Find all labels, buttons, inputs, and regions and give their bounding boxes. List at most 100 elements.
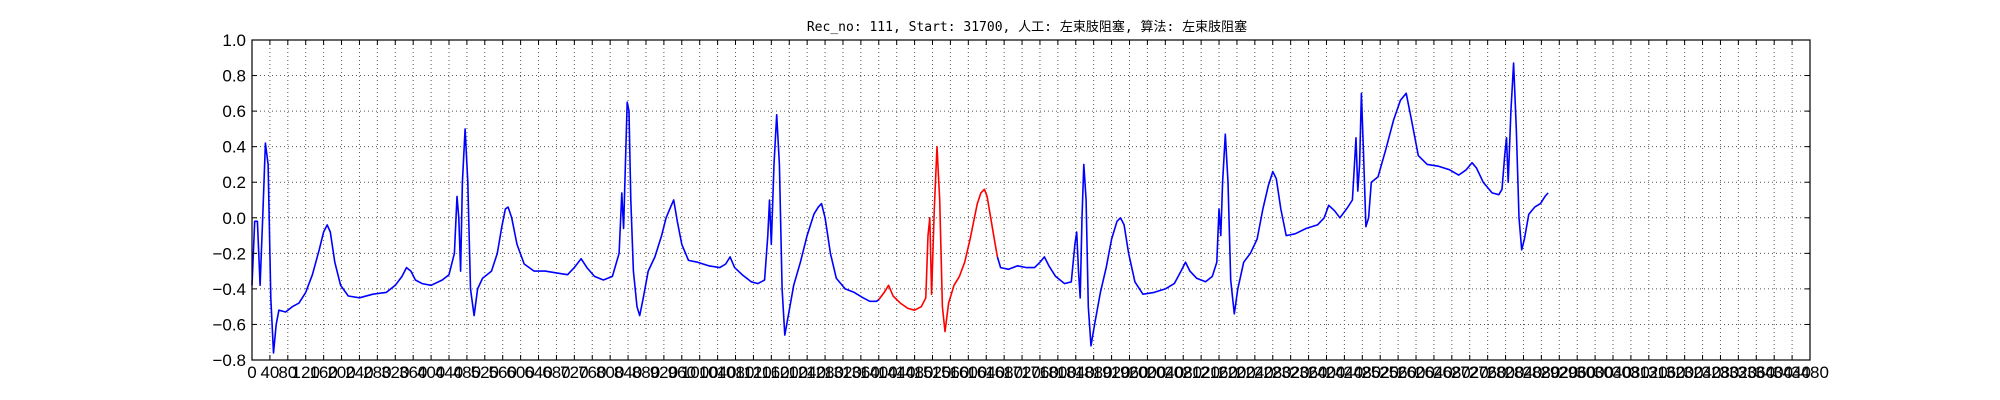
x-tick-label: 3040 [1594, 363, 1632, 382]
x-tick-label: 120 [292, 363, 320, 382]
x-tick-label: 0 [247, 363, 256, 382]
y-tick-label: 0.2 [222, 173, 246, 192]
plot-frame [251, 39, 1811, 361]
x-tick-label: 280 [363, 363, 391, 382]
x-tick-label: 840 [614, 363, 642, 382]
y-axis: −0.8 −0.6 −0.4 −0.2 0.0 0.2 0.4 0.6 0.8 1.0 [212, 31, 1810, 370]
x-tick-label: 3360 [1737, 363, 1775, 382]
x-tick-label: 1160 [753, 363, 790, 382]
x-tick-label: 2640 [1415, 363, 1453, 382]
x-tick-label: 480 [453, 363, 481, 382]
chart-title: Rec_no: 111, Start: 31700, 人工: 左束肢阻塞, 算法… [807, 19, 1247, 35]
x-tick-label: 2080 [1164, 363, 1202, 382]
x-tick-label: 1120 [735, 363, 772, 382]
x-tick-label: 40 [260, 363, 279, 382]
x-tick-label: 2120 [1182, 363, 1220, 382]
x-tick-label: 160 [309, 363, 337, 382]
x-tick-label: 880 [632, 363, 660, 382]
x-tick-label: 1400 [860, 363, 898, 382]
x-tick-label: 2040 [1146, 363, 1184, 382]
x-tick-label: 2760 [1469, 363, 1507, 382]
grid [252, 40, 1810, 360]
x-tick-label: 720 [560, 363, 588, 382]
x-tick-label: 960 [668, 363, 696, 382]
x-tick-label: 320 [381, 363, 409, 382]
x-tick-label: 2840 [1505, 363, 1543, 382]
x-tick-label: 1080 [717, 363, 755, 382]
x-tick-label: 3160 [1648, 363, 1686, 382]
x-tick-label: 3440 [1773, 363, 1811, 382]
x-tick-label: 1000 [681, 363, 719, 382]
y-tick-label: 0.8 [222, 67, 246, 86]
x-tick-label: 2520 [1361, 363, 1399, 382]
x-tick-label: 2920 [1540, 363, 1578, 382]
x-tick-label: 1760 [1021, 363, 1059, 382]
x-tick-label: 520 [471, 363, 499, 382]
x-tick-label: 800 [596, 363, 624, 382]
x-tick-label: 2280 [1254, 363, 1292, 382]
x-tick-label: 3200 [1666, 363, 1704, 382]
x-tick-label: 2800 [1487, 363, 1525, 382]
x-tick-label: 760 [578, 363, 606, 382]
x-tick-label: 2680 [1433, 363, 1471, 382]
y-tick-label: −0.2 [212, 244, 246, 263]
x-tick-label: 1560 [931, 363, 969, 382]
x-tick-label: 1040 [699, 363, 737, 382]
x-tick-label: 1480 [896, 363, 934, 382]
x-tick-label: 3120 [1630, 363, 1668, 382]
x-tick-label: 3000 [1576, 363, 1614, 382]
x-tick-label: 1200 [770, 363, 808, 382]
x-tick-label: 2440 [1325, 363, 1363, 382]
x-tick-label: 1600 [949, 363, 987, 382]
x-tick-label: 1720 [1003, 363, 1041, 382]
x-tick-label: 3320 [1719, 363, 1757, 382]
x-tick-label: 640 [524, 363, 552, 382]
x-tick-label: 3400 [1755, 363, 1793, 382]
x-tick-label: 560 [489, 363, 517, 382]
x-tick-label: 1680 [985, 363, 1023, 382]
x-tick-label: 200 [327, 363, 355, 382]
y-tick-label: 0.4 [222, 138, 246, 157]
x-tick-label: 2560 [1379, 363, 1417, 382]
x-tick-label: 2480 [1343, 363, 1381, 382]
x-tick-label: 400 [417, 363, 445, 382]
y-tick-label: −0.4 [212, 280, 246, 299]
x-tick-label: 3240 [1684, 363, 1722, 382]
x-tick-label: 440 [435, 363, 463, 382]
x-tick-label: 2400 [1308, 363, 1346, 382]
ecg-signal-line [251, 101, 880, 354]
x-tick-label: 2960 [1558, 363, 1596, 382]
x-tick-label: 3080 [1612, 363, 1650, 382]
highlighted-segment-line [878, 145, 999, 333]
x-tick-label: 2360 [1290, 363, 1328, 382]
x-tick-label: 1440 [878, 363, 916, 382]
x-tick-label: 2160 [1200, 363, 1238, 382]
x-tick-label: 2880 [1522, 363, 1560, 382]
x-tick-label: 600 [506, 363, 534, 382]
x-tick-label: 360 [399, 363, 427, 382]
x-tick-label: 920 [650, 363, 678, 382]
x-tick-label: 2720 [1451, 363, 1489, 382]
x-tick-label: 1280 [806, 363, 844, 382]
x-tick-label: 1880 [1075, 363, 1113, 382]
x-tick-label: 1800 [1039, 363, 1077, 382]
x-tick-label: 680 [542, 363, 570, 382]
x-tick-label: 1520 [914, 363, 952, 382]
x-tick-label: 2600 [1397, 363, 1435, 382]
x-tick-label: 2240 [1236, 363, 1274, 382]
x-tick-label: 1360 [842, 363, 880, 382]
y-tick-label: 0.0 [222, 209, 246, 228]
series-layer [251, 62, 1549, 354]
x-tick-label: 1320 [824, 363, 862, 382]
x-tick-label: 2000 [1128, 363, 1166, 382]
x-tick-label: 2200 [1218, 363, 1256, 382]
x-tick-label: 240 [345, 363, 373, 382]
y-tick-label: −0.6 [212, 315, 246, 334]
x-tick-label: 1640 [967, 363, 1005, 382]
x-tick-label: 3480 [1791, 363, 1829, 382]
y-tick-label: −0.8 [212, 351, 246, 370]
y-tick-label: 0.6 [222, 102, 246, 121]
x-tick-label: 1840 [1057, 363, 1095, 382]
x-tick-label: 3280 [1702, 363, 1740, 382]
x-tick-label: 1920 [1093, 363, 1131, 382]
